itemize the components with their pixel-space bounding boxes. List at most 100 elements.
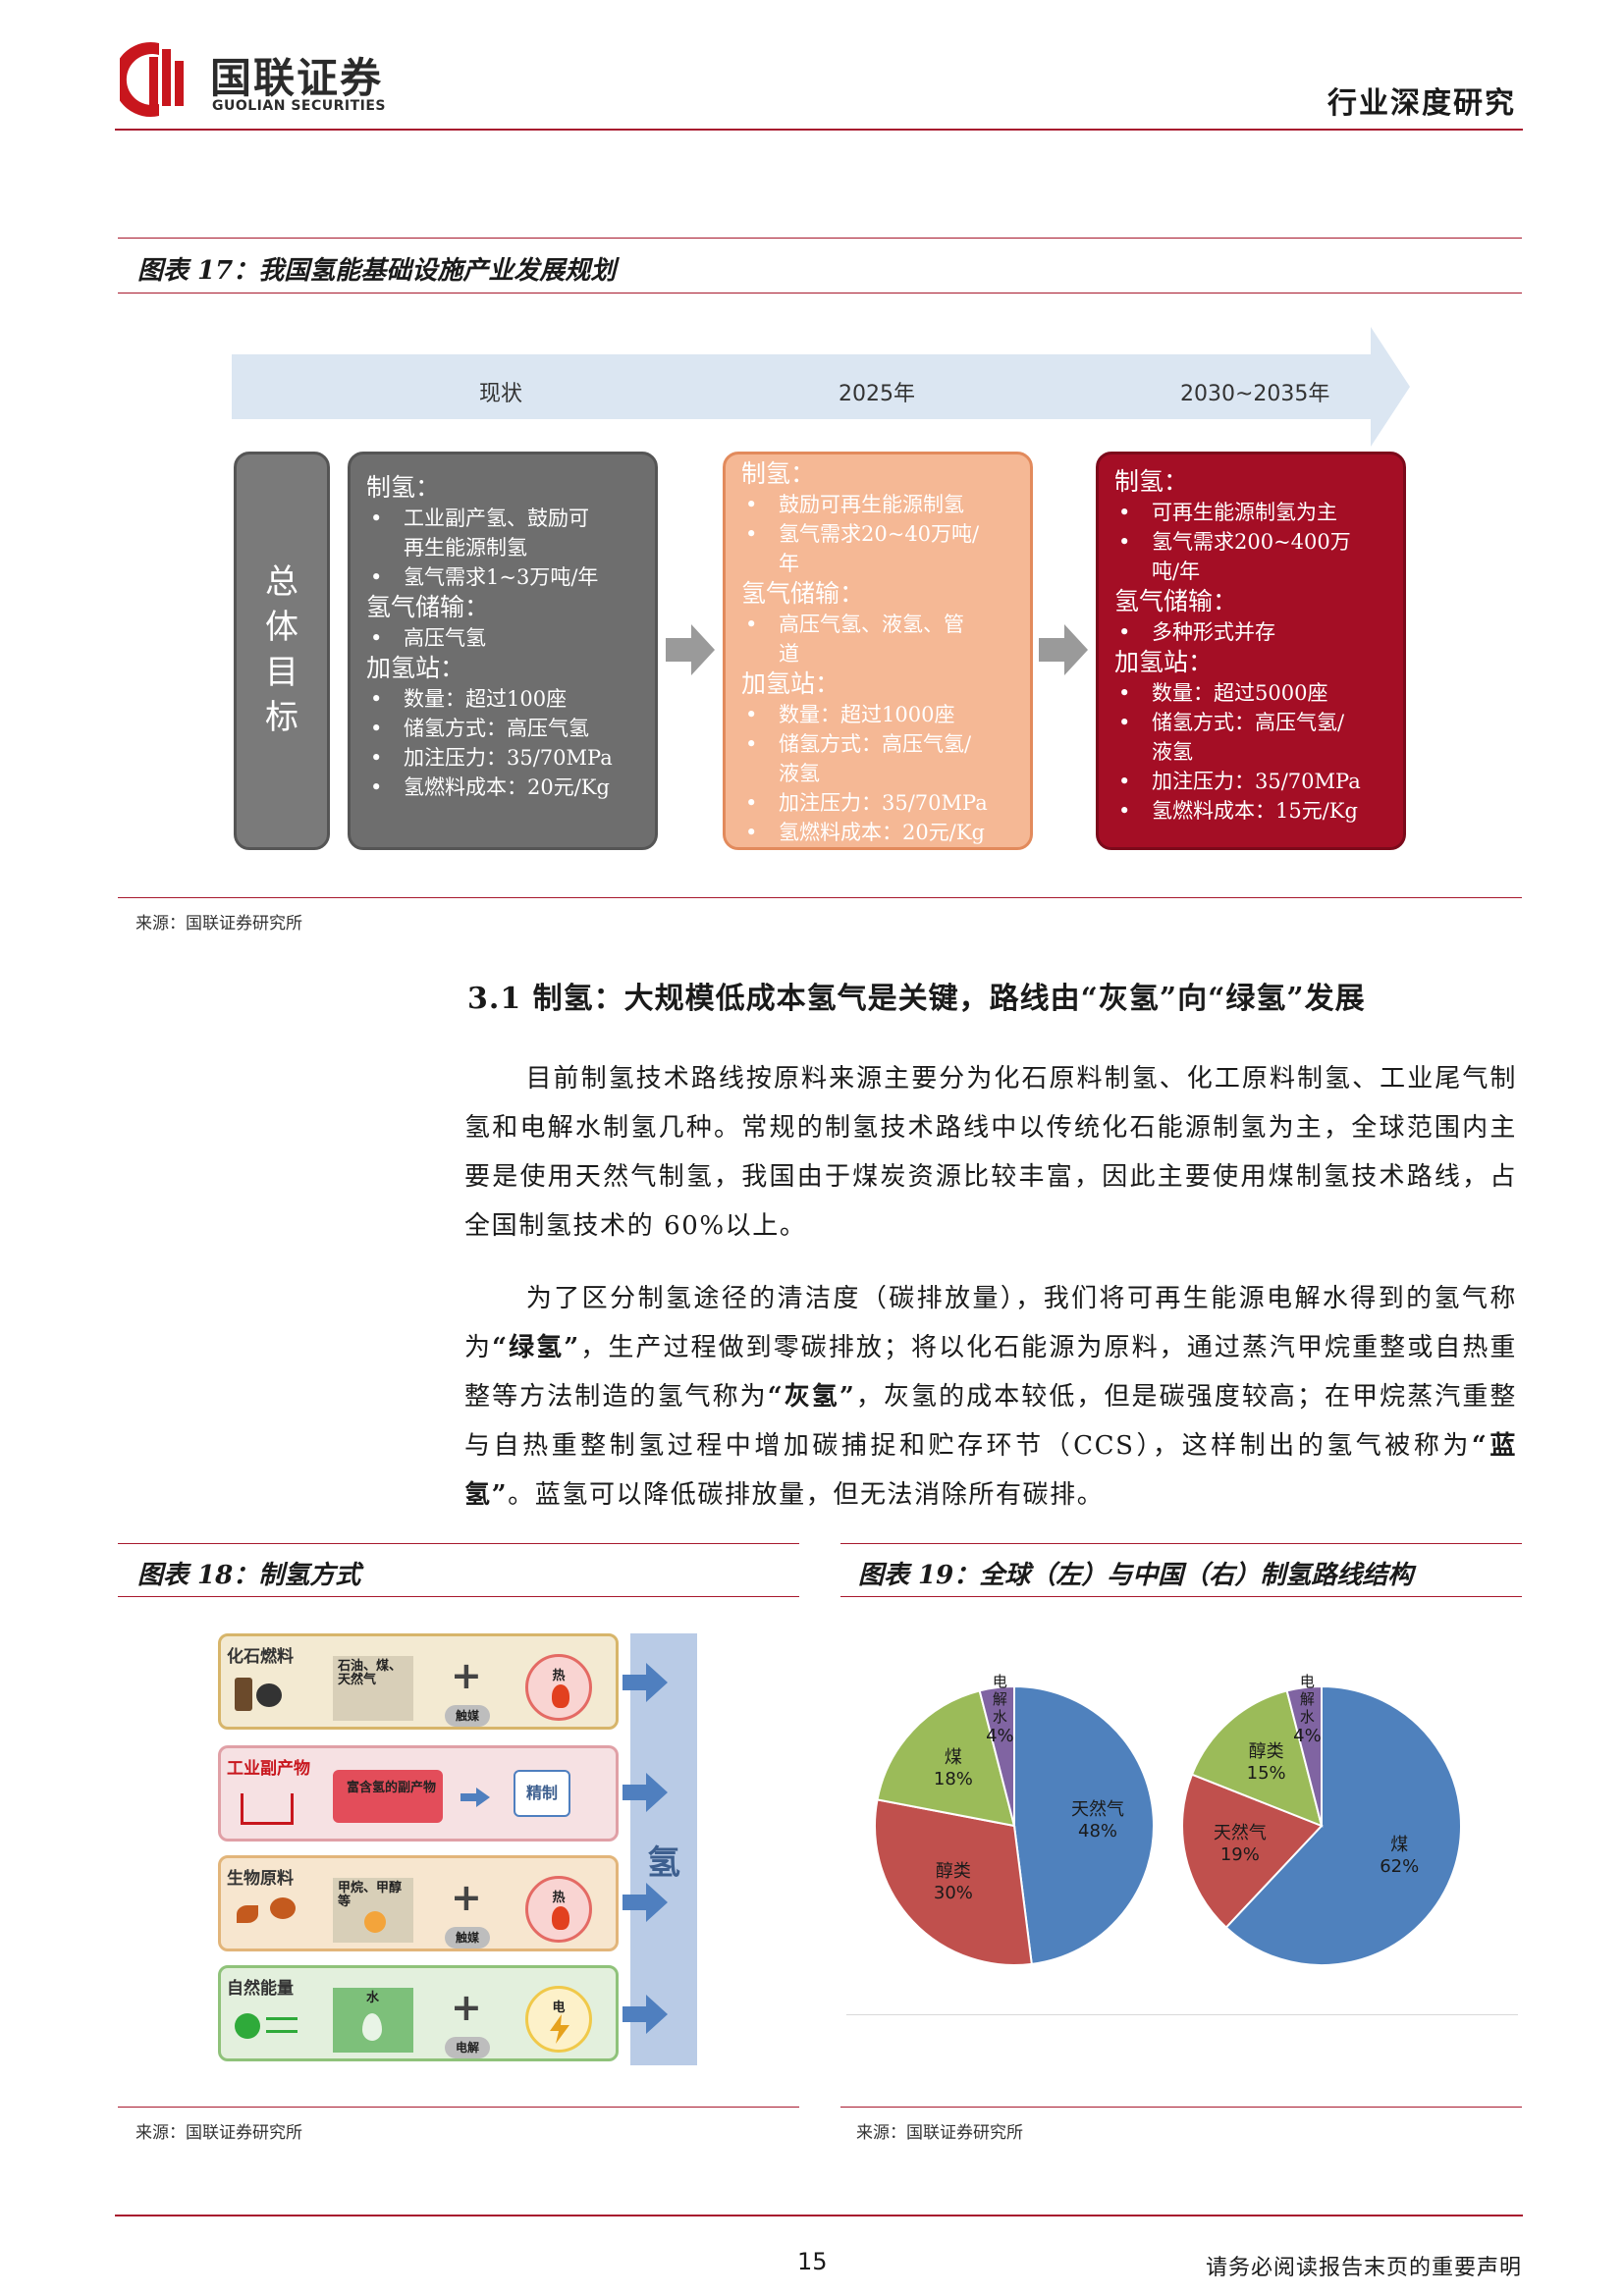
box2-station-item-cont: 液氢 [779, 762, 820, 785]
pie-value-label: 30% [933, 1883, 973, 1904]
pie-category-label: 电解水 [992, 1673, 1007, 1727]
right-arrow-icon [623, 1663, 668, 1702]
fig18-top-rule [118, 1543, 799, 1544]
fig19-bottom-rule [840, 2107, 1522, 2108]
wind-icon [266, 2017, 298, 2033]
tree-icon [270, 1897, 296, 1919]
box3-prod-heading: 制氢： [1114, 467, 1189, 496]
right-arrow-icon [1039, 624, 1088, 675]
coal-icon [256, 1683, 282, 1707]
water-drop-icon [362, 2013, 382, 2041]
box3-storage-heading: 氢气储输： [1114, 587, 1238, 615]
plan-box-2030: 制氢： 可再生能源制氢为主 氢气需求200~400万 吨/年 氢气储输： 多种形… [1096, 452, 1406, 850]
box1-station-item: 数量：超过100座 [370, 684, 641, 714]
pie-category-label: 醇类 [1248, 1741, 1284, 1763]
disclaimer-note: 请务必阅读报告末页的重要声明 [1205, 2256, 1522, 2280]
pie-slice-0-1 [874, 1798, 1033, 1966]
plus-icon: + [451, 1654, 482, 1697]
hydrogen-label: 氢 [647, 1843, 680, 1883]
method-row-nature: 自然能量 水 + 电解 电 [218, 1965, 619, 2061]
heat-icon: 热 [525, 1654, 592, 1721]
box3-station-item: 数量：超过5000座 [1118, 678, 1389, 708]
water-tile: 水 [333, 1988, 413, 2053]
flask-icon [364, 1911, 386, 1933]
box2-prod-item-cont: 年 [779, 552, 799, 575]
catalyst-pill: 触媒 [445, 1927, 490, 1949]
hydrogen-product-bar [630, 1633, 697, 2065]
fig17-title: 图表 17：我国氢能基础设施产业发展规划 [137, 256, 617, 286]
catalyst-pill: 触媒 [445, 1705, 490, 1727]
fig18-title: 图表 18：制氢方式 [137, 1561, 361, 1590]
method-row-industry: 工业副产物 富含氢的副产物 精制 [218, 1745, 619, 1842]
goal-label: 总 体 目 标 [265, 562, 298, 737]
fig18-source: 来源：国联证券研究所 [135, 2123, 302, 2143]
method-row-bio: 生物原料 甲烷、甲醇等 + 触媒 热 [218, 1855, 619, 1951]
box3-prod-item-cont: 吨/年 [1152, 560, 1201, 583]
fig19-top-rule [840, 1543, 1522, 1544]
bio-material-tile: 甲烷、甲醇等 [333, 1878, 413, 1943]
pie-slice-0-0 [1013, 1684, 1155, 1965]
box2-storage-heading: 氢气储输： [741, 579, 865, 608]
box1-prod-item-cont: 再生能源制氢 [404, 536, 527, 560]
green-hydrogen-term: “绿氢” [492, 1333, 580, 1362]
box3-station-item-cont: 液氢 [1152, 740, 1193, 764]
section-heading: 3.1 制氢：大规模低成本氢气是关键，路线由“灰氢”向“绿氢”发展 [467, 982, 1366, 1016]
pie-category-label: 煤 [1390, 1835, 1409, 1856]
box3-station-item: 加注压力：35/70MPa [1118, 767, 1389, 796]
company-logo: 国联证券 GUOLIAN SECURITIES [120, 39, 414, 120]
blue-hydrogen-term: “蓝氢” [464, 1431, 1518, 1510]
timeline-2025: 2025年 [839, 382, 915, 406]
fig19-title-rule [840, 1596, 1522, 1597]
box1-prod-heading: 制氢： [366, 473, 441, 502]
box3-station-item: 氢燃料成本：15元/Kg [1118, 796, 1389, 826]
pie-label-0-1: 醇类 30% [914, 1861, 993, 1904]
box2-storage-item: 高压气氢、液氢、管 [745, 610, 1016, 639]
fig17-bottom-rule [118, 897, 1522, 898]
pie-category-label: 天然气 [1071, 1798, 1125, 1820]
box2-station-item: 数量：超过1000座 [745, 700, 1016, 729]
box1-station-item: 加注压力：35/70MPa [370, 743, 641, 773]
pie-category-label: 醇类 [935, 1861, 971, 1883]
header-rule [115, 129, 1523, 131]
fossil-material-tile: 石油、煤、天然气 [333, 1656, 413, 1721]
box2-storage-item-cont: 道 [779, 642, 799, 666]
box2-prod-item: 鼓励可再生能源制氢 [745, 490, 1016, 519]
pie-slice-0-3 [978, 1684, 1015, 1827]
logo-mark-icon [120, 42, 184, 117]
right-arrow-icon [623, 1773, 668, 1812]
pie-label-0-3: 电解水 4% [960, 1673, 1039, 1747]
paragraph-2: 为了区分制氢途径的清洁度（碳排放量），我们将可再生能源电解水得到的氢气称为“绿氢… [464, 1284, 1518, 1510]
heat-icon: 热 [525, 1876, 592, 1943]
pie-label-1-3: 电解水 4% [1268, 1673, 1346, 1747]
fig18-bottom-rule [118, 2107, 799, 2108]
plus-icon: + [451, 1876, 482, 1919]
pie-category-label: 煤 [944, 1746, 962, 1768]
pie-slice-0-2 [876, 1689, 1016, 1828]
pie-value-label: 19% [1219, 1843, 1260, 1865]
box1-prod-item: 工业副产氢、鼓励可 [370, 504, 641, 533]
box3-storage-item: 多种形式并存 [1118, 617, 1389, 647]
goal-label-box [234, 452, 330, 850]
paragraph-1: 目前制氢技术路线按原料来源主要分为化石原料制氢、化工原料制氢、工业尾气制氢和电解… [464, 1064, 1517, 1241]
pie-category-label: 天然气 [1213, 1822, 1267, 1843]
pie-value-label: 15% [1246, 1763, 1286, 1785]
small-arrow-icon [460, 1788, 490, 1807]
box2-prod-heading: 制氢： [741, 459, 816, 488]
pie-label-0-0: 天然气 48% [1058, 1799, 1137, 1842]
pie-baseline [846, 2014, 1518, 2015]
fig17-title-rule [118, 293, 1522, 294]
pie-value-label: 4% [1293, 1726, 1322, 1747]
right-arrow-icon [623, 1995, 668, 2034]
pie-value-label: 62% [1380, 1856, 1420, 1878]
timeline-current: 现状 [479, 382, 523, 406]
page-number: 15 [797, 2248, 828, 2275]
factory-icon [241, 1793, 294, 1825]
method-row-fossil: 化石燃料 石油、煤、天然气 + 触媒 热 [218, 1633, 619, 1730]
box2-station-item: 氢燃料成本：20元/Kg [745, 818, 1016, 847]
fig17-top-rule [118, 238, 1522, 239]
pie-value-label: 48% [1078, 1820, 1118, 1842]
box2-station-heading: 加氢站： [741, 669, 840, 698]
fig19-title: 图表 19：全球（左）与中国（右）制氢路线结构 [858, 1561, 1414, 1590]
box3-prod-item: 可再生能源制氢为主 [1118, 498, 1389, 527]
plan-box-2025: 制氢： 鼓励可再生能源制氢 氢气需求20~40万吨/ 年 氢气储输： 高压气氢、… [723, 452, 1033, 850]
